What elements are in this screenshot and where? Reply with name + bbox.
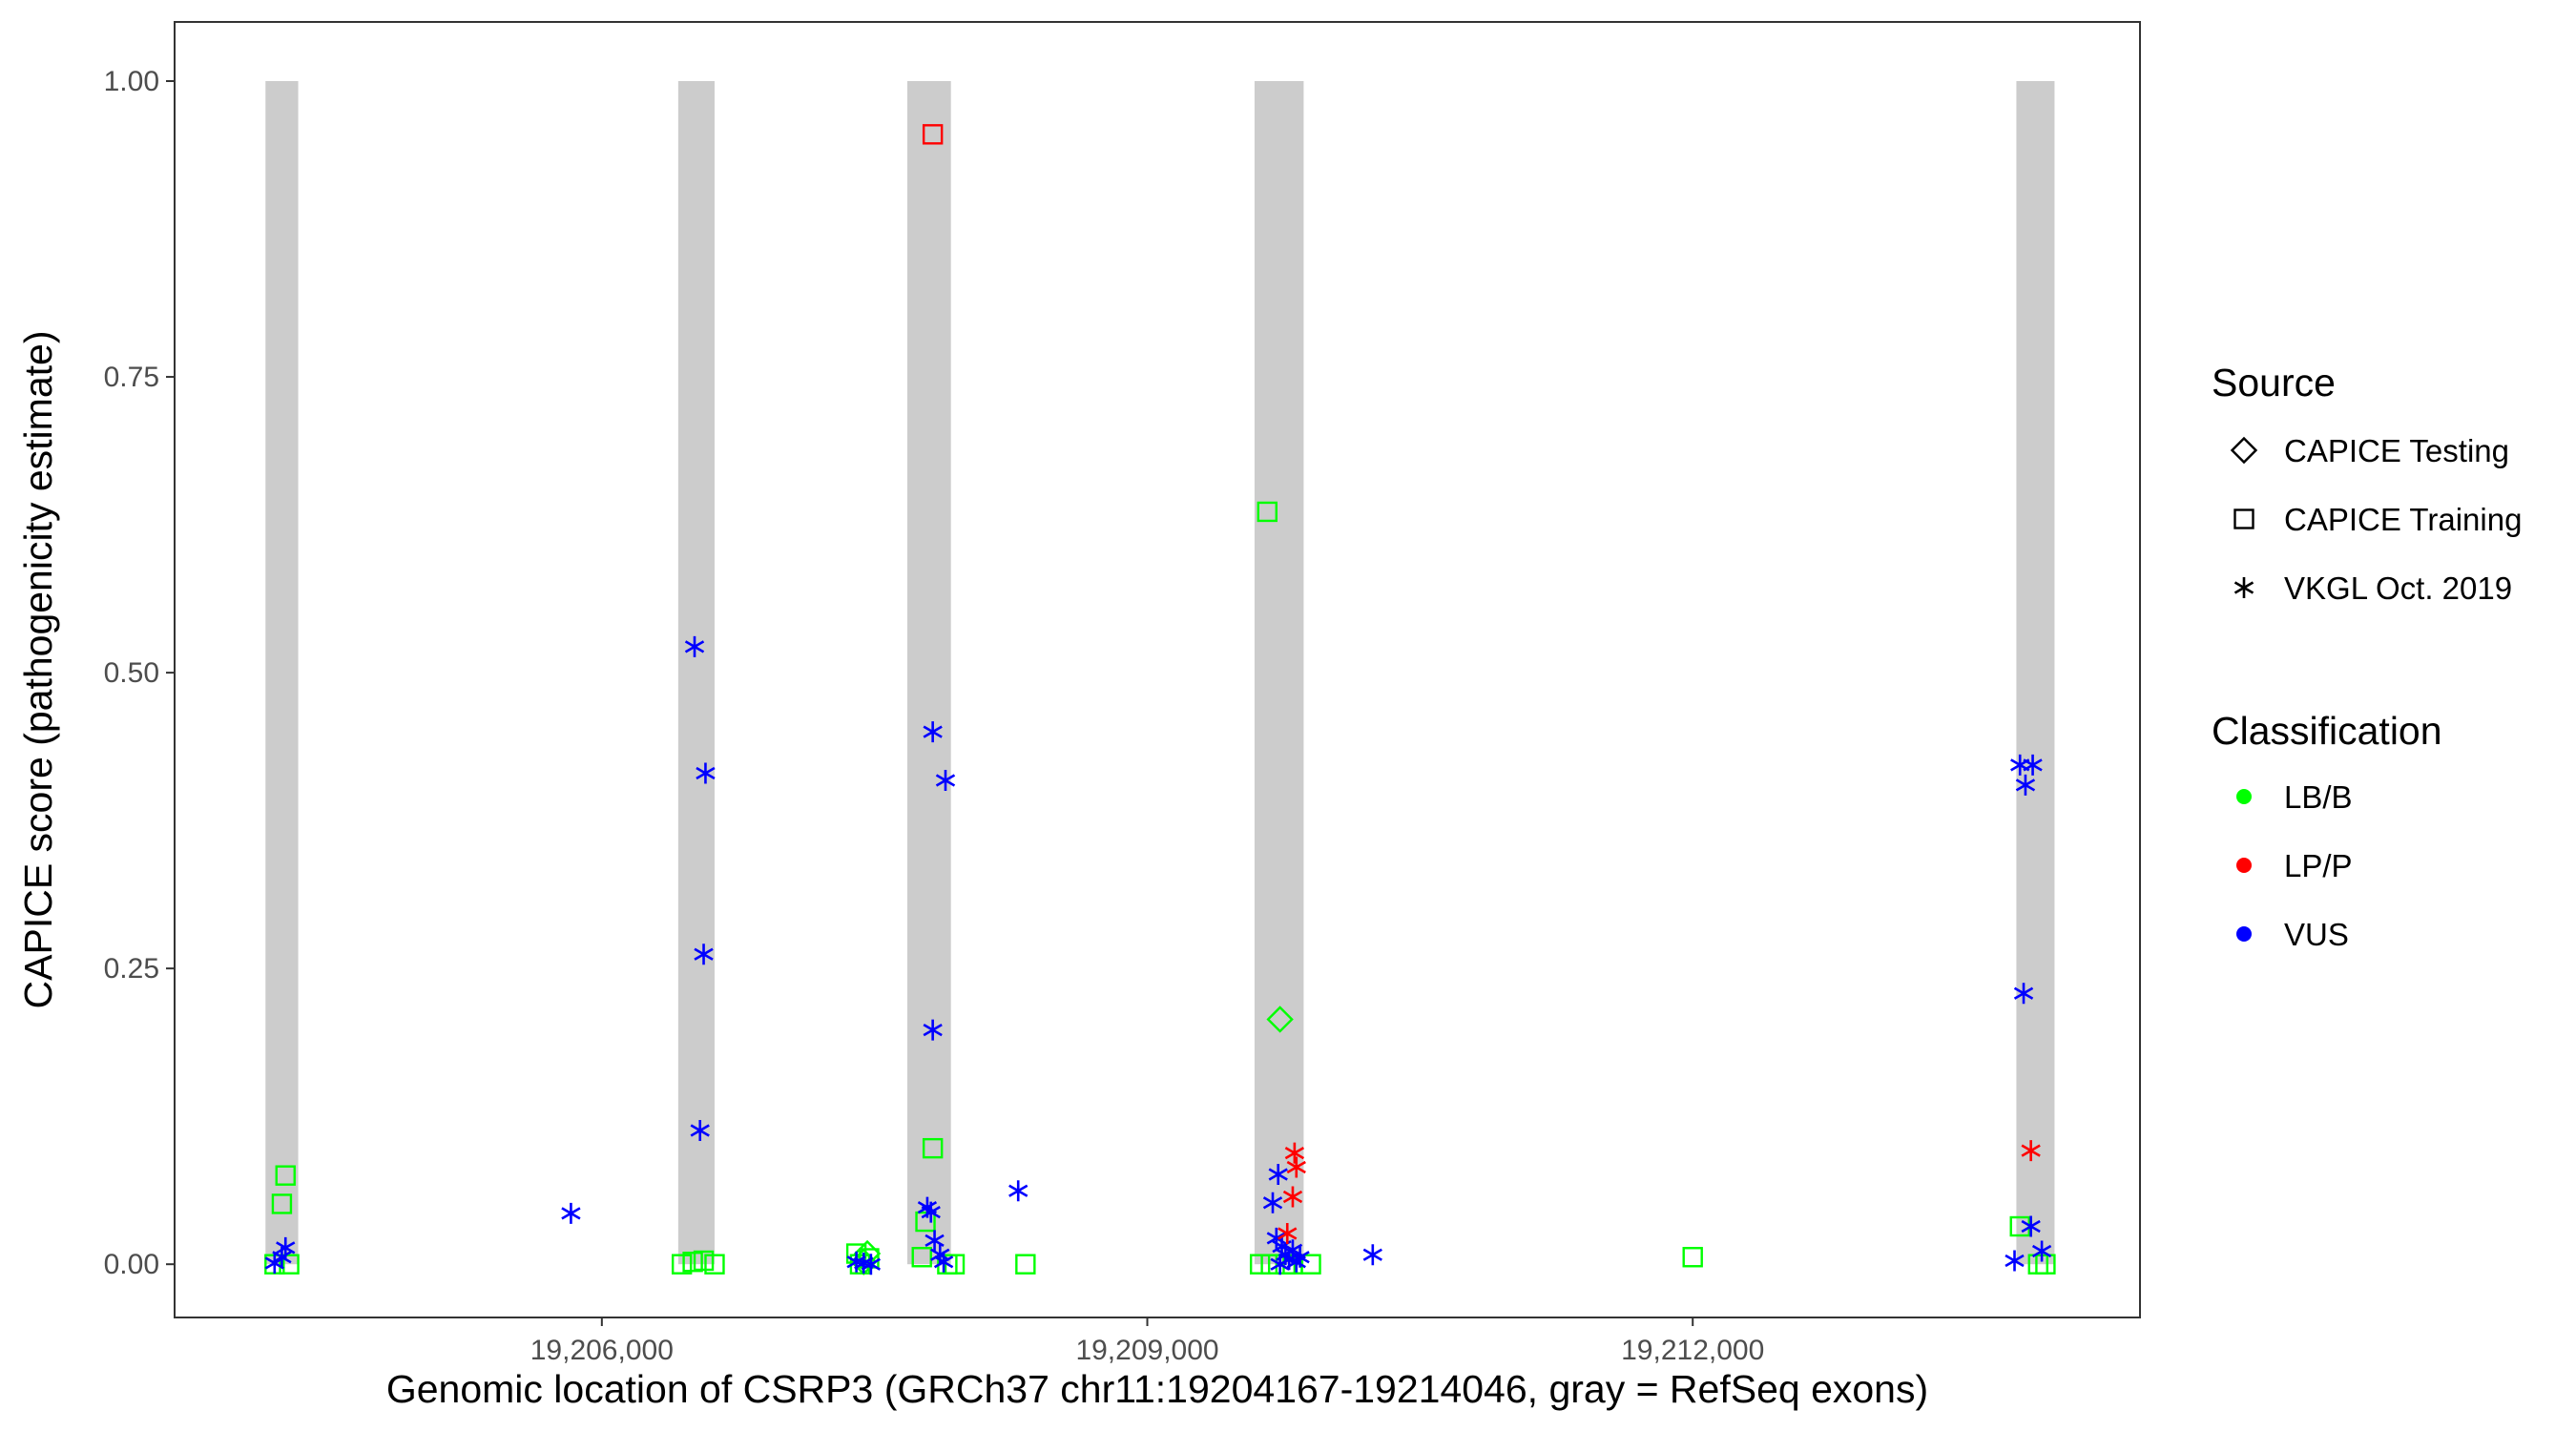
x-tick-label: 19,209,000 bbox=[1075, 1335, 1218, 1366]
data-point bbox=[922, 1137, 944, 1159]
y-tick-label: 0.75 bbox=[104, 362, 159, 393]
legend: Source CAPICE Testing CAPICE Training VKGL… bbox=[2212, 361, 2522, 952]
legend-label: LP/P bbox=[2284, 848, 2353, 883]
legend-key-dot bbox=[2236, 858, 2252, 873]
data-point bbox=[1290, 1246, 1310, 1268]
legend-source-items: CAPICE Testing CAPICE Training VKGL Oct. 2… bbox=[2230, 433, 2522, 606]
data-point bbox=[2023, 754, 2043, 776]
data-point bbox=[1362, 1244, 1382, 1266]
legend-label: CAPICE Testing bbox=[2284, 433, 2509, 468]
legend-key-diamond bbox=[2230, 436, 2258, 465]
data-point bbox=[1266, 1006, 1294, 1033]
data-point bbox=[922, 124, 944, 145]
data-point bbox=[275, 1165, 296, 1186]
data-point bbox=[923, 721, 943, 743]
data-point bbox=[933, 1251, 954, 1273]
y-tick-label: 0.00 bbox=[104, 1249, 159, 1280]
data-point bbox=[921, 1201, 941, 1223]
series-vkgl-oct-2019 bbox=[264, 635, 2052, 1275]
data-point bbox=[915, 1211, 936, 1233]
data-point bbox=[2035, 1254, 2056, 1275]
legend-label: VUS bbox=[2284, 917, 2349, 952]
legend-label: VKGL Oct. 2019 bbox=[2284, 570, 2512, 606]
exon-band bbox=[2016, 81, 2055, 1265]
legend-source-item: CAPICE Testing bbox=[2230, 433, 2509, 468]
data-point bbox=[684, 635, 705, 657]
data-point bbox=[930, 1244, 950, 1266]
legend-source-item: VKGL Oct. 2019 bbox=[2233, 570, 2512, 606]
legend-key-square bbox=[2233, 508, 2254, 529]
data-point bbox=[1282, 1186, 1303, 1208]
data-point bbox=[1008, 1180, 1028, 1202]
legend-class-item: LB/B bbox=[2236, 779, 2353, 815]
data-point bbox=[682, 1252, 703, 1273]
x-tick-label: 19,212,000 bbox=[1621, 1335, 1764, 1366]
data-point bbox=[694, 944, 714, 965]
data-point bbox=[693, 1250, 715, 1272]
data-point bbox=[2015, 774, 2036, 796]
data-point bbox=[696, 762, 716, 784]
axes: 0.00 0.25 0.50 0.75 1.00 19,206,000 19,209,000… bbox=[104, 66, 1765, 1366]
data-point bbox=[690, 1120, 710, 1142]
data-point bbox=[1257, 501, 1278, 523]
data-point bbox=[1284, 1142, 1305, 1164]
exon-band bbox=[677, 81, 715, 1265]
data-point bbox=[1015, 1254, 1036, 1275]
legend-class-item: LP/P bbox=[2236, 848, 2353, 883]
data-point bbox=[2021, 1215, 2041, 1237]
exon-band bbox=[906, 81, 951, 1265]
legend-classification-items: LB/B LP/P VUS bbox=[2236, 779, 2353, 952]
legend-class-item: VUS bbox=[2236, 917, 2349, 952]
data-point bbox=[1682, 1247, 1703, 1268]
legend-source-item: CAPICE Training bbox=[2233, 502, 2522, 537]
x-tick-label: 19,206,000 bbox=[530, 1335, 674, 1366]
data-point bbox=[2031, 1240, 2052, 1262]
data-point bbox=[271, 1193, 293, 1214]
legend-source-title: Source bbox=[2212, 361, 2336, 404]
plot-panel-border bbox=[174, 21, 2141, 1318]
data-point bbox=[2013, 983, 2034, 1005]
exon-bands bbox=[265, 81, 2055, 1265]
data-point bbox=[861, 1254, 882, 1275]
data-points bbox=[264, 124, 2056, 1275]
data-point bbox=[671, 1254, 693, 1275]
data-point bbox=[911, 1247, 932, 1268]
data-point bbox=[935, 769, 956, 791]
legend-classification-title: Classification bbox=[2212, 709, 2442, 753]
legend-key-dot bbox=[2236, 926, 2252, 942]
legend-label: LB/B bbox=[2284, 779, 2353, 815]
data-point bbox=[2021, 1140, 2041, 1162]
data-point bbox=[1268, 1163, 1288, 1185]
y-tick-label: 1.00 bbox=[104, 66, 159, 97]
y-tick-label: 0.25 bbox=[104, 953, 159, 985]
data-point bbox=[2005, 1250, 2025, 1272]
data-point bbox=[1286, 1156, 1306, 1178]
data-point bbox=[1249, 1254, 1271, 1275]
y-tick-label: 0.50 bbox=[104, 657, 159, 689]
legend-label: CAPICE Training bbox=[2284, 502, 2522, 537]
data-point bbox=[561, 1202, 581, 1224]
y-axis-title: CAPICE score (pathogenicity estimate) bbox=[16, 331, 60, 1009]
data-point bbox=[1262, 1192, 1283, 1213]
legend-key-asterisk bbox=[2233, 577, 2254, 598]
exon-band bbox=[1254, 81, 1304, 1265]
data-point bbox=[1278, 1222, 1298, 1244]
data-point bbox=[279, 1254, 300, 1275]
data-point bbox=[924, 1230, 945, 1252]
data-point bbox=[923, 1019, 943, 1041]
data-point bbox=[276, 1236, 296, 1258]
legend-key-dot bbox=[2236, 789, 2252, 804]
x-axis-title: Genomic location of CSRP3 (GRCh37 chr11:… bbox=[386, 1367, 1928, 1411]
data-point bbox=[704, 1254, 725, 1275]
data-point bbox=[1270, 1254, 1290, 1275]
exon-band bbox=[265, 81, 299, 1265]
